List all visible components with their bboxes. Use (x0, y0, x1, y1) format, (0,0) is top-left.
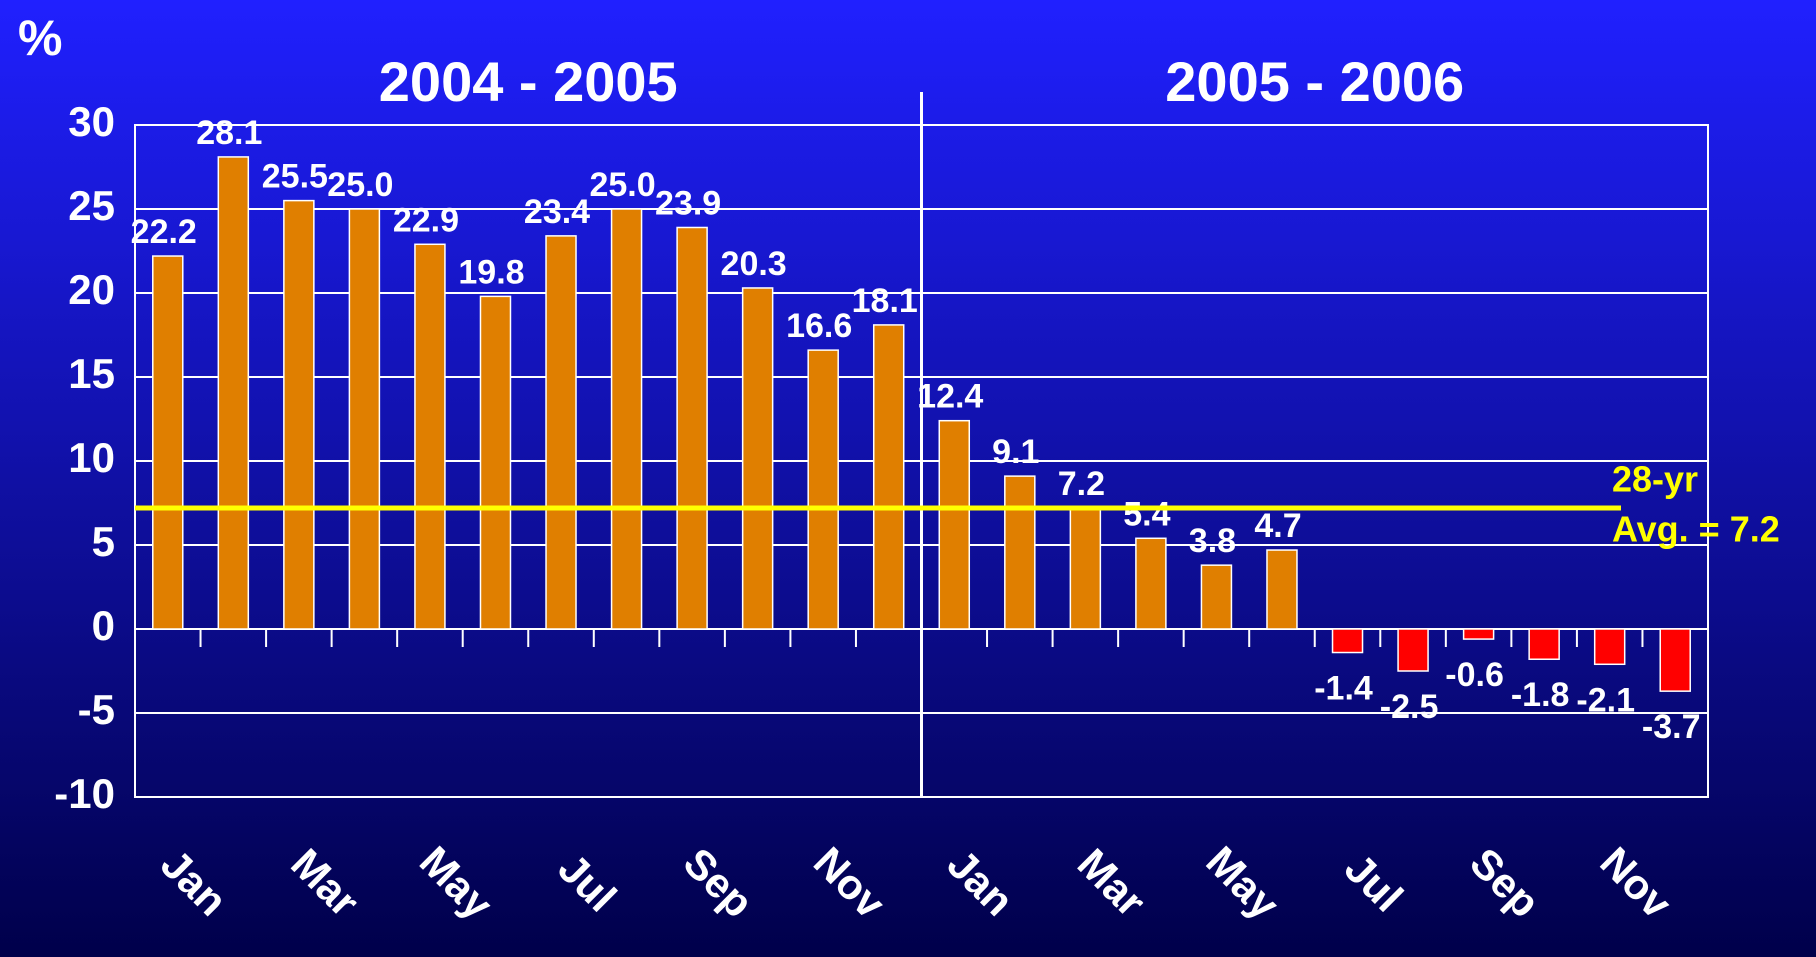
value-label: -1.4 (1314, 670, 1373, 708)
bar (676, 226, 708, 630)
reference-label: 28-yr (1612, 459, 1698, 500)
value-label: 23.4 (524, 193, 590, 231)
bar (1200, 564, 1233, 630)
value-label: 28.1 (196, 114, 262, 152)
bar (1593, 628, 1626, 666)
bar (1004, 475, 1036, 630)
y-tick-label: 10 (68, 434, 115, 481)
bar (152, 255, 184, 630)
bar (741, 287, 774, 630)
value-label: 3.8 (1189, 522, 1236, 560)
value-label: 20.3 (721, 245, 787, 283)
y-axis-label: % (18, 10, 62, 66)
value-label: 9.1 (992, 433, 1039, 471)
bar (1069, 507, 1102, 630)
bar (479, 295, 512, 630)
bar (1528, 628, 1560, 660)
value-label: 22.9 (393, 201, 459, 239)
y-tick-label: 30 (68, 98, 115, 145)
value-label: -2.5 (1380, 688, 1439, 726)
value-label: -0.6 (1445, 656, 1504, 694)
bar (1659, 628, 1691, 692)
value-label: -1.8 (1511, 676, 1570, 714)
value-label: 18.1 (852, 282, 918, 320)
value-label: -2.1 (1576, 681, 1635, 719)
bar (217, 156, 250, 630)
value-label: 25.0 (589, 166, 655, 204)
group-label: 2004 - 2005 (379, 50, 678, 113)
bar (1266, 549, 1298, 630)
value-label: 22.2 (131, 213, 197, 251)
y-tick-label: 20 (68, 266, 115, 313)
bar (1397, 628, 1429, 672)
group-label: 2005 - 2006 (1165, 50, 1464, 113)
value-label: 19.8 (458, 253, 524, 291)
reference-label: Avg. = 7.2 (1612, 509, 1780, 550)
value-label: 4.7 (1254, 507, 1301, 545)
value-label: 5.4 (1123, 495, 1170, 533)
value-label: 23.9 (655, 184, 721, 222)
bar (348, 208, 381, 630)
value-label: -3.7 (1642, 708, 1701, 746)
bar (545, 235, 577, 630)
bar (610, 208, 643, 630)
y-tick-label: 25 (68, 182, 115, 229)
value-label: 25.5 (262, 158, 328, 196)
value-label: 16.6 (786, 307, 852, 345)
y-tick-label: -10 (54, 770, 115, 817)
y-tick-label: 15 (68, 350, 115, 397)
bar (1331, 628, 1364, 654)
bar (1462, 628, 1495, 640)
value-label: 25.0 (327, 166, 393, 204)
bar (938, 419, 971, 630)
value-label: 12.4 (917, 378, 983, 416)
bar (872, 324, 905, 630)
value-label: 7.2 (1058, 465, 1105, 503)
y-tick-label: 5 (92, 518, 115, 565)
y-tick-label: -5 (78, 686, 115, 733)
bar (1135, 537, 1167, 630)
bar (283, 199, 315, 630)
bar (807, 349, 839, 630)
bar (414, 243, 446, 630)
y-tick-label: 0 (92, 602, 115, 649)
